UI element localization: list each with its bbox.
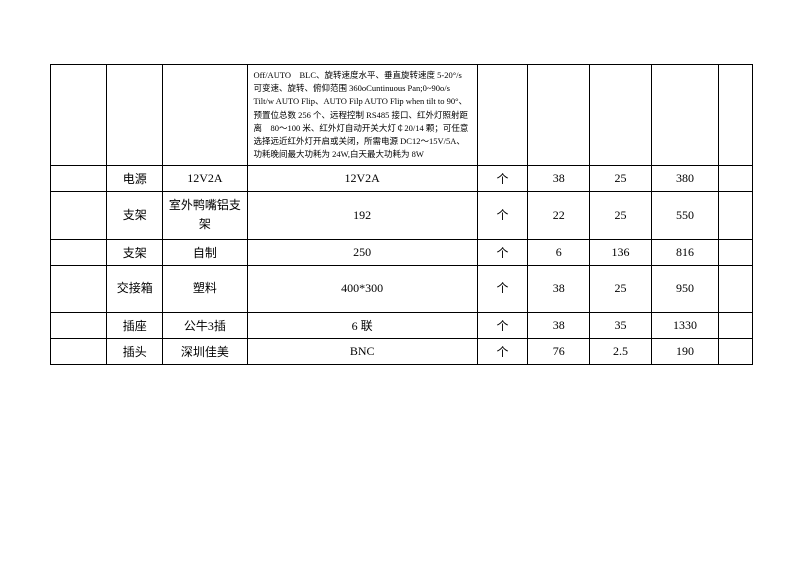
cell: [719, 239, 753, 265]
table-row: 电源 12V2A 12V2A 个 38 25 380: [51, 166, 753, 192]
cell: 12V2A: [247, 166, 477, 192]
cell-desc: Off/AUTO BLC、旋转速度水平、垂直旋转速度 5-20°/s 可变速、旋…: [247, 65, 477, 166]
cell: [51, 166, 107, 192]
cell: 2.5: [590, 338, 652, 364]
cell: 个: [477, 192, 528, 239]
cell: 6: [528, 239, 590, 265]
cell: [477, 65, 528, 166]
cell: 380: [651, 166, 718, 192]
cell: [719, 312, 753, 338]
cell: [51, 239, 107, 265]
cell: [590, 65, 652, 166]
cell: [163, 65, 247, 166]
cell: 1330: [651, 312, 718, 338]
cell: [719, 192, 753, 239]
cell: 自制: [163, 239, 247, 265]
cell: 190: [651, 338, 718, 364]
cell: 38: [528, 166, 590, 192]
cell: 22: [528, 192, 590, 239]
cell: 816: [651, 239, 718, 265]
cell: 38: [528, 265, 590, 312]
cell: [107, 65, 163, 166]
cell: 深圳佳美: [163, 338, 247, 364]
cell: [51, 338, 107, 364]
cell: [719, 338, 753, 364]
table-row: 支架 自制 250 个 6 136 816: [51, 239, 753, 265]
cell: [719, 265, 753, 312]
cell: 支架: [107, 239, 163, 265]
cell: [528, 65, 590, 166]
cell: 6 联: [247, 312, 477, 338]
cell: 400*300: [247, 265, 477, 312]
cell: [719, 65, 753, 166]
cell: 136: [590, 239, 652, 265]
cell: 12V2A: [163, 166, 247, 192]
table-row: 插座 公牛3插 6 联 个 38 35 1330: [51, 312, 753, 338]
cell: 个: [477, 338, 528, 364]
cell: 支架: [107, 192, 163, 239]
cell: 个: [477, 265, 528, 312]
cell: [651, 65, 718, 166]
cell: 交接箱: [107, 265, 163, 312]
cell: 插头: [107, 338, 163, 364]
cell: 550: [651, 192, 718, 239]
spec-table: Off/AUTO BLC、旋转速度水平、垂直旋转速度 5-20°/s 可变速、旋…: [50, 64, 753, 365]
cell: 76: [528, 338, 590, 364]
cell: 个: [477, 239, 528, 265]
cell: [51, 65, 107, 166]
cell: 个: [477, 166, 528, 192]
cell: BNC: [247, 338, 477, 364]
table-row: 交接箱 塑料 400*300 个 38 25 950: [51, 265, 753, 312]
spec-table-container: Off/AUTO BLC、旋转速度水平、垂直旋转速度 5-20°/s 可变速、旋…: [50, 64, 753, 365]
table-row: 支架 室外鸭嘴铝支架 192 个 22 25 550: [51, 192, 753, 239]
cell: 室外鸭嘴铝支架: [163, 192, 247, 239]
cell: [719, 166, 753, 192]
cell: [51, 192, 107, 239]
cell: 950: [651, 265, 718, 312]
cell: 35: [590, 312, 652, 338]
cell: [51, 312, 107, 338]
cell: 25: [590, 192, 652, 239]
cell: 25: [590, 166, 652, 192]
cell: 公牛3插: [163, 312, 247, 338]
cell: 192: [247, 192, 477, 239]
cell: 电源: [107, 166, 163, 192]
cell: [51, 265, 107, 312]
table-row: Off/AUTO BLC、旋转速度水平、垂直旋转速度 5-20°/s 可变速、旋…: [51, 65, 753, 166]
table-row: 插头 深圳佳美 BNC 个 76 2.5 190: [51, 338, 753, 364]
cell: 250: [247, 239, 477, 265]
cell: 38: [528, 312, 590, 338]
cell: 塑料: [163, 265, 247, 312]
cell: 插座: [107, 312, 163, 338]
cell: 个: [477, 312, 528, 338]
cell: 25: [590, 265, 652, 312]
